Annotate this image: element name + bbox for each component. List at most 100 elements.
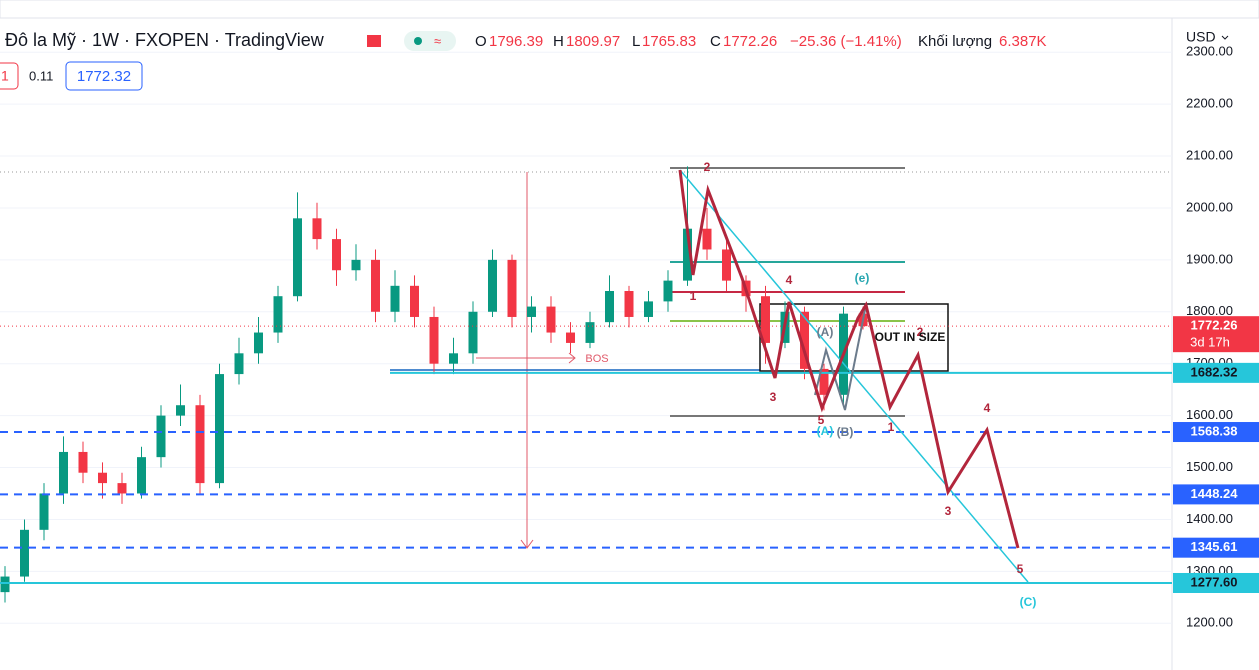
candle-body <box>117 483 127 494</box>
box <box>759 303 949 372</box>
level-label: 1277.60 <box>1191 574 1238 589</box>
level-label: 1448.24 <box>1191 486 1239 501</box>
indicator-box <box>0 62 19 90</box>
y-tick-label: 1900.00 <box>1186 251 1233 266</box>
price-axis: 1200.001300.001400.001500.001600.001700.… <box>1173 44 1259 630</box>
candle-body <box>702 228 712 250</box>
grid <box>0 51 1172 624</box>
status-pill <box>404 31 456 51</box>
y-tick-label: 1200.00 <box>1186 615 1233 630</box>
candle-body <box>624 291 634 317</box>
candle-body <box>527 306 536 317</box>
candle-body <box>0 576 10 593</box>
level-label: 1682.32 <box>1191 364 1238 379</box>
indicator-price: 1772.32 <box>77 68 131 85</box>
level-label-bg <box>1173 316 1259 353</box>
y-tick-label: 1600.00 <box>1186 407 1233 422</box>
volume-label: Khối lượng <box>918 33 992 50</box>
candle-body <box>312 218 322 240</box>
wave-drawings <box>678 169 1029 583</box>
candle-body <box>429 316 439 364</box>
candle-body <box>566 332 575 343</box>
y-tick-label: 2200.00 <box>1186 96 1233 111</box>
candle-body <box>195 405 205 484</box>
level-label-bg <box>1173 537 1259 558</box>
candle-body <box>98 472 107 484</box>
candle-body <box>605 291 614 323</box>
indicator-price-box <box>65 61 143 91</box>
wave-label: (B) <box>837 425 854 439</box>
candle-body <box>332 239 341 271</box>
wave-label: (C) <box>1020 595 1037 609</box>
arrow-head <box>568 352 576 364</box>
candle-body <box>722 249 731 281</box>
wave-label: 4 <box>786 273 793 287</box>
change: −25.36 (−1.41%) <box>790 33 902 50</box>
wave-label: (A) <box>817 424 834 438</box>
wave-label: 1 <box>888 420 895 434</box>
wave-label: 1 <box>690 289 697 303</box>
y-tick-label: 1500.00 <box>1186 459 1233 474</box>
wave-label: 3 <box>945 504 952 518</box>
ohlc-label: H <box>553 33 564 50</box>
level-label-bg <box>1173 572 1259 593</box>
candle-body <box>293 218 302 297</box>
candle-body <box>39 493 49 530</box>
candle-body <box>546 306 556 333</box>
candle-body <box>20 529 29 577</box>
wave-label: OUT IN SIZE <box>875 330 946 344</box>
ohlc-label: O <box>475 33 487 50</box>
level-label: 1772.26 <box>1191 318 1238 333</box>
level-label-bg <box>1173 484 1259 505</box>
candle-body <box>59 451 68 494</box>
wave-label: BOS <box>585 353 608 365</box>
flag-icon <box>367 35 381 47</box>
status-icon: ≈ <box>434 33 441 48</box>
y-tick-label: 1400.00 <box>1186 511 1233 526</box>
arrow-head <box>520 539 534 549</box>
candle-body <box>156 415 166 458</box>
candle-body <box>234 353 244 375</box>
ohlc-value: 1809.97 <box>566 33 620 50</box>
wave-gray <box>814 304 867 411</box>
ohlc-label: C <box>710 33 721 50</box>
ohlc-value: 1796.39 <box>489 33 543 50</box>
y-tick-label: 2100.00 <box>1186 147 1233 162</box>
level-label-bg <box>1173 362 1259 383</box>
currency-caret <box>1221 35 1229 40</box>
candle-body <box>488 259 497 312</box>
top-toolbar <box>0 0 1259 19</box>
candle-body <box>176 405 185 416</box>
symbol: Đô la Mỹ · 1W · FXOPEN · TradingView <box>5 30 325 50</box>
candle-body <box>273 296 283 333</box>
candle-body <box>800 311 809 369</box>
ohlc-value: 1765.83 <box>642 33 696 50</box>
candle-body <box>761 296 770 343</box>
candle-body <box>468 311 478 354</box>
wave-label: 5 <box>818 413 825 427</box>
level-label: 1568.38 <box>1191 423 1238 438</box>
candle-body <box>215 374 224 484</box>
y-tick-label: 1800.00 <box>1186 303 1233 318</box>
candle-body <box>663 280 673 302</box>
level-label-bg <box>1173 422 1259 443</box>
wave-red <box>678 169 1020 549</box>
wave-label: 4 <box>984 401 991 415</box>
level-label: 1345.61 <box>1191 539 1238 554</box>
candle-body <box>585 322 595 343</box>
candle-body <box>78 451 88 473</box>
wave-label: (e) <box>855 271 870 285</box>
candle-body <box>410 285 419 317</box>
candle-body <box>819 368 829 395</box>
status-dot <box>414 37 422 45</box>
candle-body <box>254 332 263 354</box>
level-note: 3d 17h <box>1190 335 1230 350</box>
candle-body <box>390 285 400 312</box>
currency[interactable]: USD <box>1186 29 1216 45</box>
volume-value: 6.387K <box>999 33 1047 50</box>
wave-label: 3 <box>770 390 777 404</box>
ohlc-label: L <box>632 33 640 50</box>
